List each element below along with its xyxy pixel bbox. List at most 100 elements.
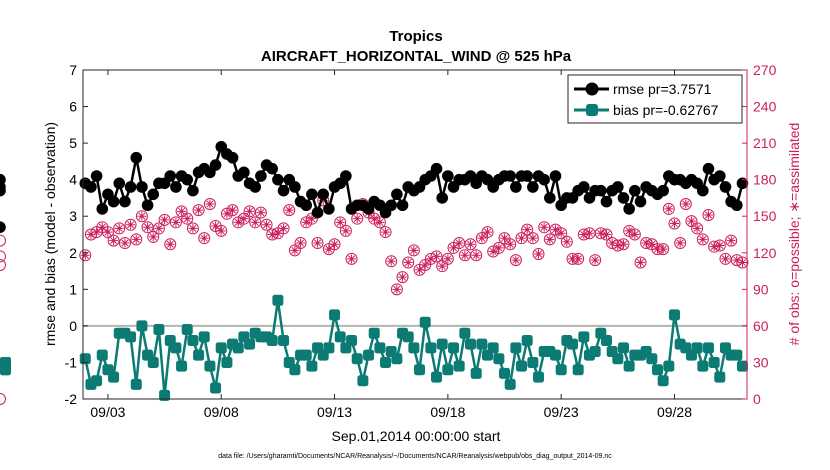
obs-point	[0, 250, 6, 263]
bias-point	[300, 349, 312, 361]
bias-point	[425, 342, 437, 354]
obs-assimilated-marker	[624, 226, 634, 236]
y-axis-label-left: rmse and bias (model - observation)	[42, 122, 58, 346]
rmse-point	[209, 159, 222, 171]
obs-point	[152, 222, 165, 235]
obs-possible-marker	[226, 204, 239, 217]
obs-assimilated-marker	[109, 236, 119, 246]
bias-point	[691, 342, 703, 354]
bias-point	[193, 349, 205, 361]
bias-point	[215, 342, 227, 354]
legend-rmse-marker	[585, 82, 599, 96]
obs-point	[311, 237, 324, 250]
obs-point	[430, 250, 443, 263]
obs-assimilated-marker	[398, 272, 408, 282]
rmse-point	[697, 184, 709, 197]
obs-assimilated-marker	[545, 234, 555, 244]
rmse-point	[0, 184, 6, 197]
obs-point	[198, 232, 211, 245]
obs-assimilated-marker	[199, 233, 209, 243]
rmse-point	[623, 203, 635, 215]
obs-possible-marker	[0, 250, 6, 263]
bias-point	[646, 353, 658, 365]
obs-point	[0, 259, 6, 271]
bias-point	[402, 331, 414, 343]
obs-assimilated-marker	[386, 256, 396, 266]
obs-point	[203, 198, 216, 211]
x-tick-label: 09/18	[430, 404, 465, 420]
rmse-point	[289, 181, 301, 193]
bias-point	[510, 342, 522, 354]
rmse-point	[266, 162, 279, 175]
obs-possible-marker	[107, 234, 120, 247]
obs-point	[679, 198, 692, 211]
obs-assimilated-marker	[573, 254, 583, 264]
obs-possible-marker	[560, 235, 573, 248]
y-tick-label-left: 1	[69, 281, 77, 297]
obs-assimilated-marker	[494, 243, 504, 253]
x-tick-label: 09/23	[544, 404, 579, 420]
obs-point	[402, 256, 415, 269]
rmse-point	[578, 181, 590, 193]
bias-point	[600, 335, 612, 347]
obs-assimilated-marker	[80, 250, 90, 260]
obs-assimilated-marker	[216, 226, 226, 236]
obs-point	[215, 224, 228, 237]
bias-point	[714, 371, 726, 383]
obs-assimilated-marker	[443, 254, 453, 264]
obs-possible-marker	[736, 256, 749, 269]
bias-point	[612, 353, 624, 365]
obs-possible-marker	[589, 254, 602, 267]
obs-point	[560, 235, 573, 248]
obs-point	[226, 204, 239, 217]
obs-assimilated-marker	[437, 261, 447, 271]
bias-point	[504, 378, 516, 390]
obs-assimilated-marker	[601, 230, 611, 239]
rmse-point	[107, 195, 120, 208]
obs-possible-marker	[464, 238, 477, 251]
rmse-point	[612, 181, 624, 193]
obs-point	[101, 226, 114, 239]
rmse-point	[634, 195, 647, 208]
bias-point	[108, 371, 120, 383]
obs-possible-marker	[164, 238, 177, 251]
obs-point	[147, 230, 160, 243]
x-tick-label: 09/13	[317, 404, 352, 420]
obs-point	[130, 233, 143, 246]
obs-point	[0, 394, 6, 405]
obs-possible-marker	[407, 244, 420, 257]
obs-point	[543, 233, 556, 246]
rmse-point	[719, 181, 732, 193]
bias-point	[708, 356, 720, 368]
bias-point	[136, 320, 148, 332]
rmse-point	[323, 203, 335, 215]
obs-assimilated-marker	[160, 215, 170, 225]
obs-point	[736, 256, 749, 269]
obs-possible-marker	[158, 213, 171, 226]
obs-possible-marker	[181, 212, 194, 225]
obs-assimilated-marker	[511, 255, 521, 265]
bias-point	[181, 324, 193, 336]
obs-assimilated-marker	[330, 239, 340, 249]
bias-point	[555, 364, 567, 376]
obs-assimilated-marker	[324, 244, 334, 254]
obs-assimilated-marker	[471, 250, 481, 260]
y-tick-label-left: 2	[69, 245, 77, 261]
bias-point	[204, 360, 216, 372]
obs-point	[458, 249, 471, 262]
obs-assimilated-marker	[154, 223, 164, 233]
rmse-point	[442, 170, 454, 182]
obs-assimilated-marker	[318, 195, 328, 205]
obs-point	[481, 226, 494, 239]
obs-assimilated-marker	[182, 214, 192, 224]
obs-point	[385, 255, 398, 268]
rmse-point	[272, 173, 284, 186]
rmse-point	[595, 184, 607, 197]
obs-assimilated-marker	[228, 205, 238, 215]
obs-possible-marker	[101, 226, 114, 239]
obs-assimilated-marker	[522, 225, 532, 235]
obs-point	[691, 222, 704, 235]
bias-point	[363, 349, 375, 361]
obs-assimilated-marker	[86, 230, 96, 239]
obs-assimilated-marker	[698, 234, 708, 244]
